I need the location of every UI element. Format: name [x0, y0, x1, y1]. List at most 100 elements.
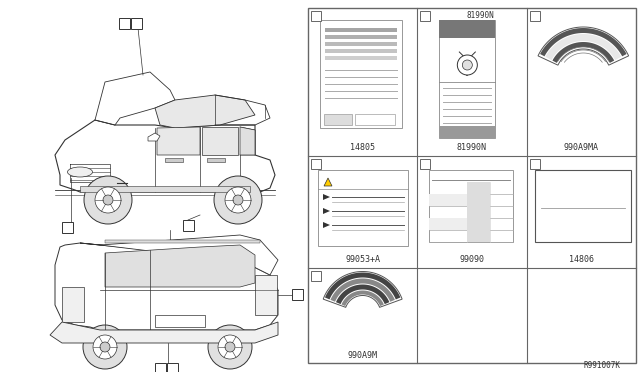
Circle shape [93, 335, 117, 359]
Polygon shape [330, 279, 395, 302]
Text: C: C [170, 364, 175, 372]
Bar [62, 222, 73, 233]
Text: C: C [532, 12, 538, 20]
Circle shape [462, 60, 472, 70]
Text: PREMIUM FUEL IS: PREMIUM FUEL IS [558, 182, 607, 186]
Text: RECOMMENDED: RECOMMENDED [564, 189, 600, 195]
Polygon shape [323, 208, 330, 214]
Polygon shape [80, 235, 278, 275]
Bar [255, 275, 277, 315]
Bar [292, 289, 303, 300]
Text: 81990N: 81990N [457, 144, 487, 153]
Bar [530, 159, 540, 169]
Bar [429, 170, 513, 242]
Polygon shape [55, 243, 278, 330]
Text: PERFORMANCE MAXIMUM: PERFORMANCE MAXIMUM [552, 221, 614, 227]
Polygon shape [545, 34, 621, 60]
Text: B: B [423, 12, 428, 20]
Bar [325, 35, 397, 39]
Bar [320, 20, 402, 128]
Bar [311, 159, 321, 169]
Text: 990A9M: 990A9M [348, 350, 378, 359]
Bar [325, 42, 397, 46]
Bar [355, 114, 395, 125]
Bar [467, 194, 490, 206]
Polygon shape [55, 120, 275, 192]
Bar [62, 287, 84, 322]
Bar [467, 182, 490, 194]
Bar [155, 315, 205, 327]
Text: F: F [532, 160, 537, 169]
Text: 81990N: 81990N [466, 12, 494, 20]
Polygon shape [342, 291, 384, 306]
Bar [80, 186, 250, 192]
Polygon shape [325, 273, 401, 299]
Text: G: G [313, 272, 319, 280]
Text: A: A [122, 19, 127, 28]
Text: DO NOT: DO NOT [455, 122, 479, 126]
Polygon shape [157, 127, 200, 155]
Bar [207, 158, 225, 162]
Bar [467, 230, 490, 242]
Text: 99053+A: 99053+A [345, 256, 380, 264]
Bar [183, 220, 194, 231]
Bar [467, 206, 490, 218]
Bar [105, 240, 260, 243]
Text: CATALYST: CATALYST [362, 117, 387, 122]
Text: FOR MAXIMUM PERFORMANCE: FOR MAXIMUM PERFORMANCE [545, 198, 620, 202]
Text: G: G [157, 364, 163, 372]
Text: 14806: 14806 [569, 256, 594, 264]
Circle shape [225, 342, 235, 352]
Polygon shape [336, 285, 389, 304]
Bar [439, 20, 495, 138]
Circle shape [83, 325, 127, 369]
Bar [439, 126, 495, 138]
Text: SUPER RECOMMANDÉ POUR UNE: SUPER RECOMMANDÉ POUR UNE [540, 214, 625, 218]
Text: 14805: 14805 [350, 144, 375, 153]
Circle shape [208, 325, 252, 369]
Text: F: F [134, 19, 139, 28]
Text: tire chain info: tire chain info [453, 27, 481, 31]
Bar [311, 11, 321, 21]
Bar [429, 218, 467, 230]
Text: 990A9MA: 990A9MA [564, 144, 599, 153]
Ellipse shape [67, 167, 93, 177]
Bar [325, 28, 397, 32]
Circle shape [218, 335, 242, 359]
Polygon shape [323, 222, 330, 228]
Bar [325, 49, 397, 53]
Circle shape [103, 195, 113, 205]
Bar [420, 159, 430, 169]
Polygon shape [324, 178, 332, 186]
Text: D: D [313, 160, 319, 169]
Text: CAUTION·ATTENTION: CAUTION·ATTENTION [339, 180, 403, 185]
Bar [165, 158, 183, 162]
Bar [311, 271, 321, 281]
Bar [308, 8, 636, 363]
Circle shape [214, 176, 262, 224]
Polygon shape [538, 27, 628, 65]
Circle shape [233, 195, 243, 205]
Bar [420, 11, 430, 21]
Bar [534, 170, 630, 242]
Bar [325, 56, 397, 60]
Polygon shape [95, 72, 175, 125]
Text: !: ! [327, 180, 329, 186]
Bar [324, 114, 352, 125]
Bar [318, 170, 408, 246]
Text: A: A [314, 12, 319, 20]
Circle shape [84, 176, 132, 224]
Text: E: E [423, 160, 428, 169]
Polygon shape [240, 127, 255, 155]
Text: D: D [65, 223, 70, 232]
Text: E: E [186, 221, 191, 230]
Text: B: B [295, 290, 300, 299]
Circle shape [225, 187, 251, 213]
Bar [530, 11, 540, 21]
Polygon shape [323, 272, 402, 307]
Bar [429, 194, 467, 206]
Polygon shape [105, 245, 255, 287]
Bar [119, 18, 130, 29]
Text: WARNING: WARNING [570, 35, 597, 39]
Text: OO/OO: OO/OO [330, 117, 346, 122]
